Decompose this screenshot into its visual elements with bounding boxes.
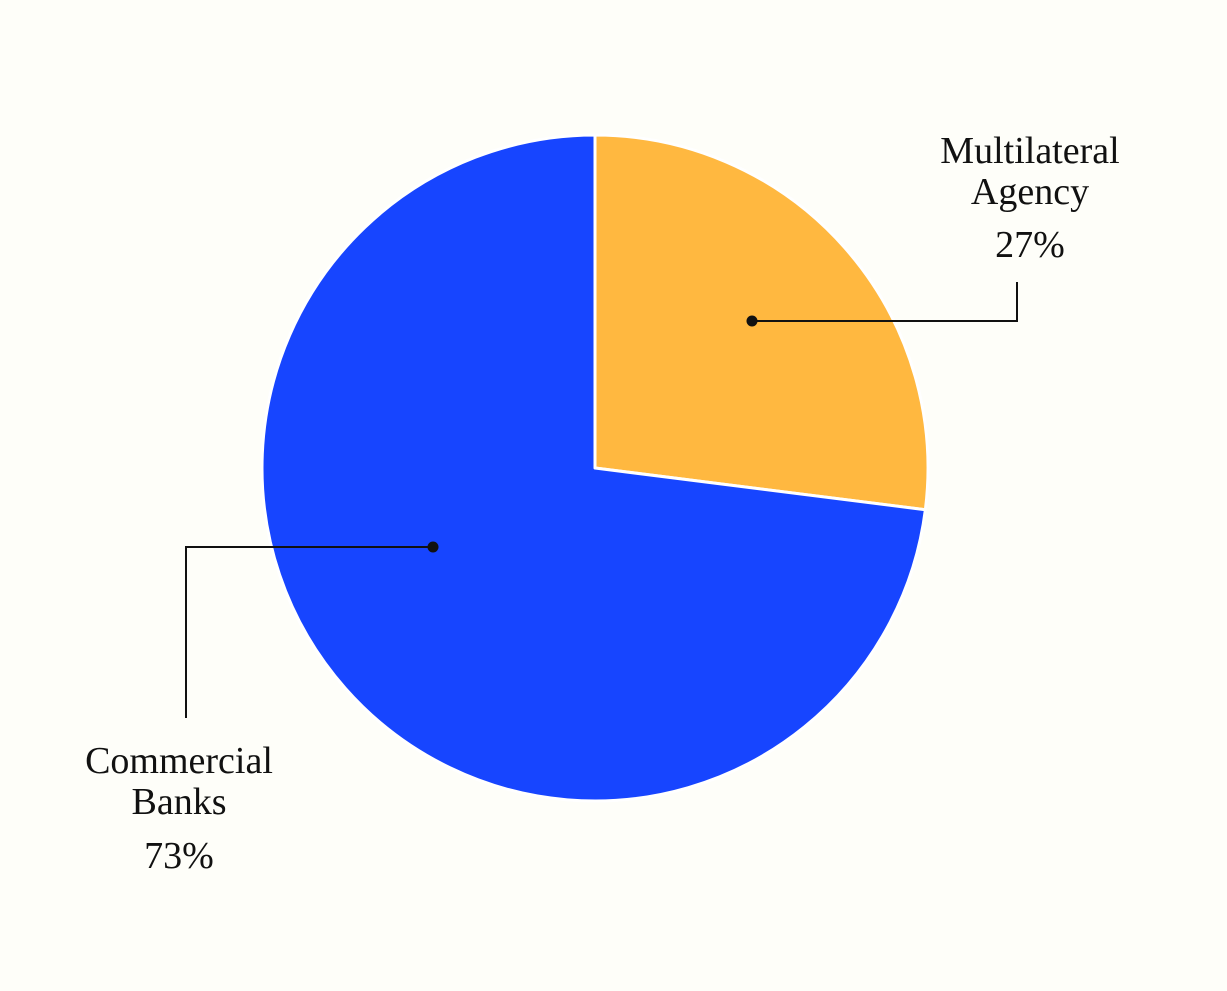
- slice-label-commercial-banks: Commercial Banks 73%: [85, 541, 439, 877]
- leader-line-multilateral-agency: [752, 282, 1018, 322]
- leader-dot-multilateral-agency: [746, 315, 758, 327]
- slice-label-line-1: Commercial: [85, 740, 273, 782]
- leader-dot-commercial-banks: [427, 541, 439, 553]
- slice-percent-label: 73%: [144, 835, 214, 877]
- slice-percent-label: 27%: [995, 224, 1065, 266]
- slice-label-line-2: Agency: [971, 171, 1089, 213]
- leader-line-commercial-banks: [185, 546, 433, 718]
- slice-label-line-1: Multilateral: [940, 130, 1119, 172]
- pie-slice-multilateral-agency: [593, 133, 930, 512]
- pie-slice-commercial-banks: [260, 133, 927, 803]
- slice-label-line-2: Banks: [132, 781, 227, 823]
- pie-slices: [260, 133, 930, 803]
- slice-label-multilateral-agency: Multilateral Agency 27%: [746, 130, 1120, 327]
